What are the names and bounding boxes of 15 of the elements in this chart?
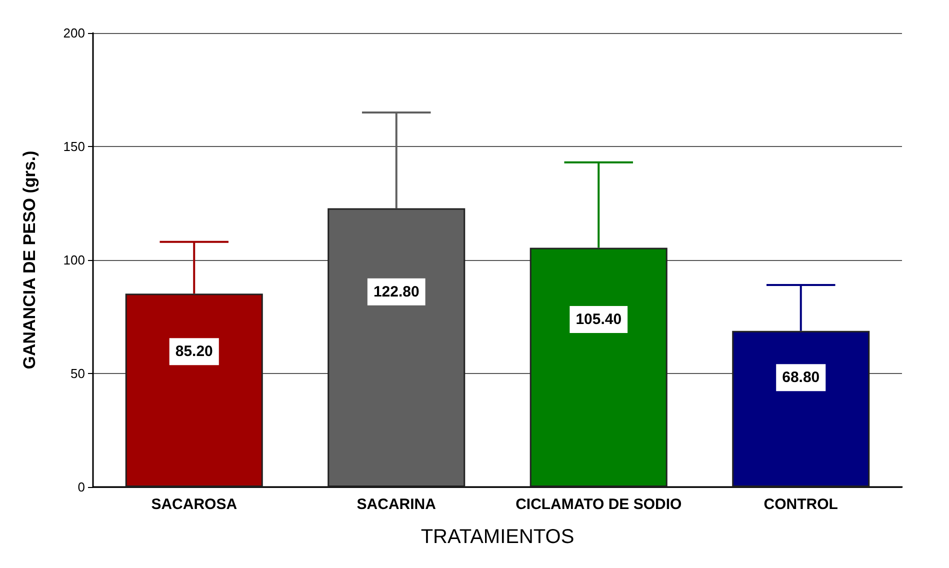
x-axis-title: TRATAMIENTOS — [420, 526, 574, 548]
y-tick-label: 150 — [63, 139, 85, 154]
data-label: 122.80 — [373, 283, 420, 300]
y-tick-label: 50 — [70, 366, 85, 381]
x-tick-label: SACAROSA — [151, 496, 238, 513]
x-tick-label: CICLAMATO DE SODIO — [516, 496, 682, 513]
data-label: 85.20 — [175, 343, 213, 360]
x-tick-label: CONTROL — [764, 496, 838, 513]
x-tick-label: SACARINA — [356, 496, 436, 513]
data-label: 105.40 — [576, 311, 622, 328]
y-axis-title: GANANCIA DE PESO (grs.) — [20, 150, 39, 370]
y-tick-label: 100 — [63, 252, 85, 268]
data-label: 68.80 — [782, 369, 820, 386]
y-tick-label: 0 — [78, 480, 85, 494]
y-tick-label: 200 — [63, 26, 85, 40]
